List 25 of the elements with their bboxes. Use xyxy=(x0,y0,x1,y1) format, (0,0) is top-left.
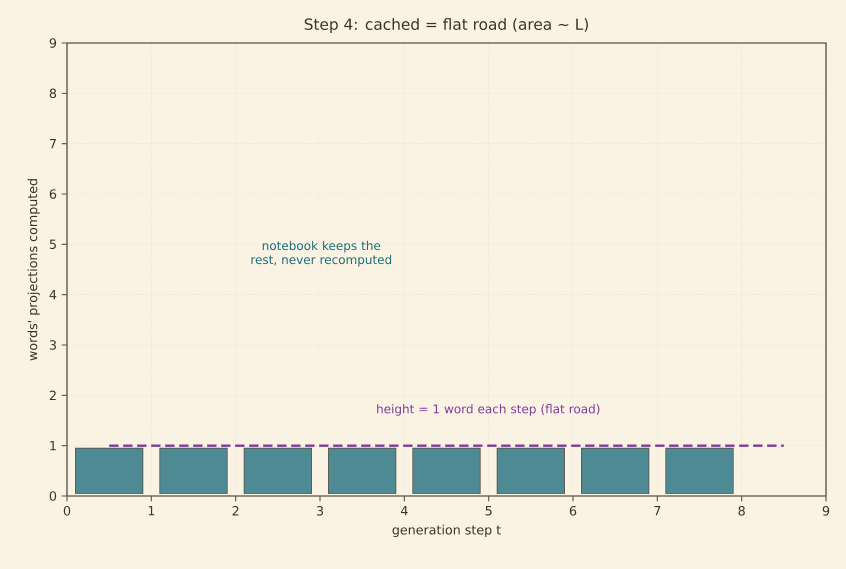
x-tick-label: 8 xyxy=(738,506,745,516)
y-tick-label: 9 xyxy=(50,38,56,48)
x-tick-label: 7 xyxy=(654,506,660,516)
y-tick-label: 6 xyxy=(50,189,56,199)
y-tick-label: 8 xyxy=(50,88,56,98)
y-tick-label: 1 xyxy=(50,441,56,450)
x-tick-label: 4 xyxy=(400,506,408,516)
x-tick-label: 5 xyxy=(486,506,492,516)
annotation: height = 1 word each step (flat road) xyxy=(377,404,600,416)
y-tick-label: 3 xyxy=(50,340,56,350)
x-tick-label: 2 xyxy=(232,506,238,516)
x-tick-label: 0 xyxy=(64,506,70,516)
x-axis-title: generation step t xyxy=(392,524,501,538)
y-tick-label: 4 xyxy=(50,290,56,300)
x-tick-label: 3 xyxy=(316,506,324,516)
annotation: notebook keeps the rest, never recomputed xyxy=(251,240,392,266)
x-tick-label: 9 xyxy=(822,506,830,516)
y-tick-label: 2 xyxy=(50,390,56,400)
x-tick-label: 1 xyxy=(148,506,154,516)
y-axis-title: words' projections computed xyxy=(27,179,40,361)
y-tick-label: 5 xyxy=(50,240,56,250)
x-tick-label: 6 xyxy=(570,506,576,516)
y-tick-label: 0 xyxy=(50,491,56,501)
y-tick-label: 7 xyxy=(50,139,56,148)
chart-title: Step 4: cached = flat road (area ~ L) xyxy=(304,18,588,33)
